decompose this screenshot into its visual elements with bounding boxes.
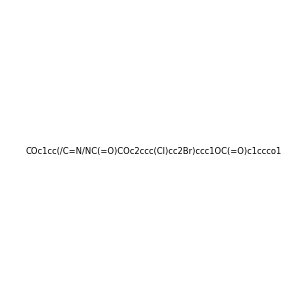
Text: COc1cc(/C=N/NC(=O)COc2ccc(Cl)cc2Br)ccc1OC(=O)c1ccco1: COc1cc(/C=N/NC(=O)COc2ccc(Cl)cc2Br)ccc1O… <box>26 147 282 156</box>
